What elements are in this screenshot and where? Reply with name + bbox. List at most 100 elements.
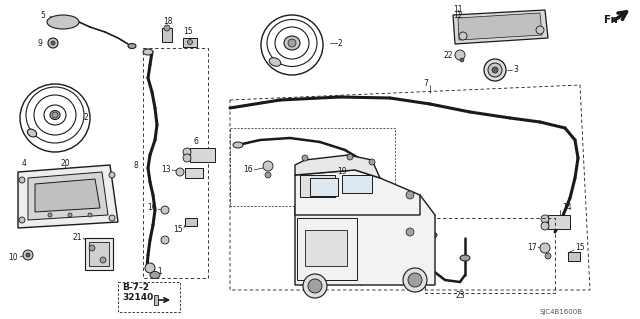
Bar (162, 28, 172, 42)
Text: Fr.: Fr. (604, 15, 618, 25)
Bar (230, 128, 395, 206)
Ellipse shape (34, 95, 76, 135)
Ellipse shape (20, 84, 90, 152)
Circle shape (88, 213, 92, 217)
Ellipse shape (47, 15, 79, 29)
Bar (89, 242, 109, 266)
Text: 15: 15 (575, 243, 584, 253)
Circle shape (406, 191, 414, 199)
Circle shape (541, 215, 549, 223)
Circle shape (188, 40, 193, 44)
Circle shape (460, 58, 464, 62)
Polygon shape (458, 13, 542, 40)
Text: 16: 16 (147, 204, 157, 212)
Bar (548, 215, 570, 229)
Circle shape (109, 172, 115, 178)
Circle shape (176, 168, 184, 176)
Ellipse shape (427, 232, 437, 238)
Circle shape (455, 50, 465, 60)
Circle shape (545, 253, 551, 259)
Circle shape (403, 268, 427, 292)
Text: 6: 6 (193, 137, 198, 146)
Circle shape (164, 25, 170, 31)
Circle shape (540, 243, 550, 253)
Text: 15: 15 (173, 226, 183, 234)
Circle shape (488, 63, 502, 77)
Circle shape (161, 206, 169, 214)
Ellipse shape (50, 110, 60, 120)
Ellipse shape (261, 15, 323, 75)
Bar (185, 218, 197, 226)
Ellipse shape (233, 142, 243, 148)
Circle shape (484, 59, 506, 81)
Ellipse shape (128, 43, 136, 48)
Bar (118, 282, 180, 312)
Bar (143, 48, 208, 278)
Polygon shape (295, 170, 420, 215)
Circle shape (536, 26, 544, 34)
Ellipse shape (275, 27, 309, 59)
Circle shape (459, 32, 467, 40)
Text: 9: 9 (37, 39, 42, 48)
Polygon shape (295, 155, 380, 178)
Polygon shape (35, 179, 100, 212)
Circle shape (332, 174, 338, 180)
Text: 17: 17 (527, 242, 537, 251)
Bar (310, 178, 338, 196)
Polygon shape (295, 195, 435, 285)
Bar (185, 168, 203, 178)
Circle shape (408, 273, 422, 287)
Circle shape (263, 161, 273, 171)
Bar (425, 218, 555, 293)
Circle shape (161, 236, 169, 244)
Bar (300, 175, 335, 197)
Circle shape (19, 177, 25, 183)
Bar (154, 295, 158, 305)
Text: 15: 15 (183, 27, 193, 36)
Circle shape (51, 41, 55, 45)
Ellipse shape (143, 49, 153, 55)
Circle shape (19, 217, 25, 223)
Ellipse shape (44, 105, 66, 125)
Text: 21: 21 (72, 233, 82, 241)
Text: 4: 4 (22, 159, 27, 167)
Circle shape (541, 222, 549, 230)
Ellipse shape (26, 87, 84, 143)
Text: 10: 10 (8, 254, 18, 263)
Text: SJC4B1600B: SJC4B1600B (540, 309, 583, 315)
Text: 13: 13 (161, 166, 171, 174)
Text: 12: 12 (453, 11, 463, 19)
Text: 3: 3 (513, 65, 518, 75)
Bar (297, 218, 357, 280)
Text: 23: 23 (455, 291, 465, 300)
Circle shape (109, 215, 115, 221)
Circle shape (48, 213, 52, 217)
Bar (342, 175, 372, 193)
Circle shape (183, 154, 191, 162)
Text: 7: 7 (423, 78, 428, 87)
Ellipse shape (460, 255, 470, 261)
Text: 20: 20 (60, 159, 70, 167)
Polygon shape (18, 165, 118, 228)
Text: 2: 2 (338, 39, 343, 48)
Text: B-7-2: B-7-2 (122, 284, 149, 293)
Bar (305, 230, 347, 266)
Circle shape (48, 38, 58, 48)
Text: 19: 19 (337, 167, 347, 175)
Ellipse shape (284, 36, 300, 50)
Text: 18: 18 (163, 18, 173, 26)
Circle shape (23, 250, 33, 260)
Text: 14: 14 (562, 204, 572, 212)
Circle shape (89, 245, 95, 251)
Circle shape (302, 155, 308, 161)
Ellipse shape (267, 19, 317, 66)
Circle shape (26, 253, 30, 257)
Text: 8: 8 (133, 160, 138, 169)
Text: 5: 5 (40, 11, 45, 19)
Polygon shape (190, 148, 215, 162)
Circle shape (145, 263, 155, 273)
Circle shape (492, 67, 498, 73)
Text: 1: 1 (157, 266, 162, 276)
Text: 2: 2 (83, 114, 88, 122)
Ellipse shape (28, 129, 36, 137)
